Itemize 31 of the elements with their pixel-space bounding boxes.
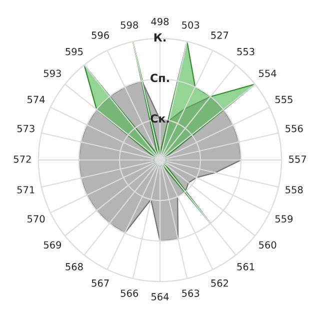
spoke-label: 553 [237,48,254,56]
spoke-label: 561 [237,263,254,270]
spoke-label: 560 [259,241,276,249]
spoke-label: 567 [92,279,109,287]
spoke-label: 564 [151,293,169,300]
spoke-label: 571 [17,186,34,194]
y-tick-label: Сп. [150,74,169,82]
spoke-label: 598 [120,21,138,29]
spoke-label: 563 [182,290,200,297]
spoke-label: 570 [28,215,45,223]
y-tick-label: К. [154,33,166,42]
spoke-label: 559 [275,215,293,223]
spoke-label: 568 [66,263,83,270]
y-tick-label: Ск. [150,114,169,123]
spoke-label: 558 [286,186,303,194]
spoke-label: 572 [14,155,31,163]
spoke-label: 595 [66,48,83,56]
spoke-label: 596 [92,32,109,39]
spoke-label: 498 [151,18,169,26]
spoke-label: 557 [289,156,306,163]
spoke-label: 555 [275,96,292,104]
spoke-label: 566 [120,290,138,297]
spoke-label: 569 [44,241,62,249]
spoke-label: 574 [28,96,45,104]
spoke-label: 554 [259,70,276,78]
spoke-label: 527 [211,32,228,39]
spoke-label: 556 [286,124,303,132]
spoke-label: 562 [211,279,228,287]
spoke-label: 573 [17,124,34,132]
spoke-label: 593 [44,70,61,78]
spoke-label: 503 [182,21,200,29]
